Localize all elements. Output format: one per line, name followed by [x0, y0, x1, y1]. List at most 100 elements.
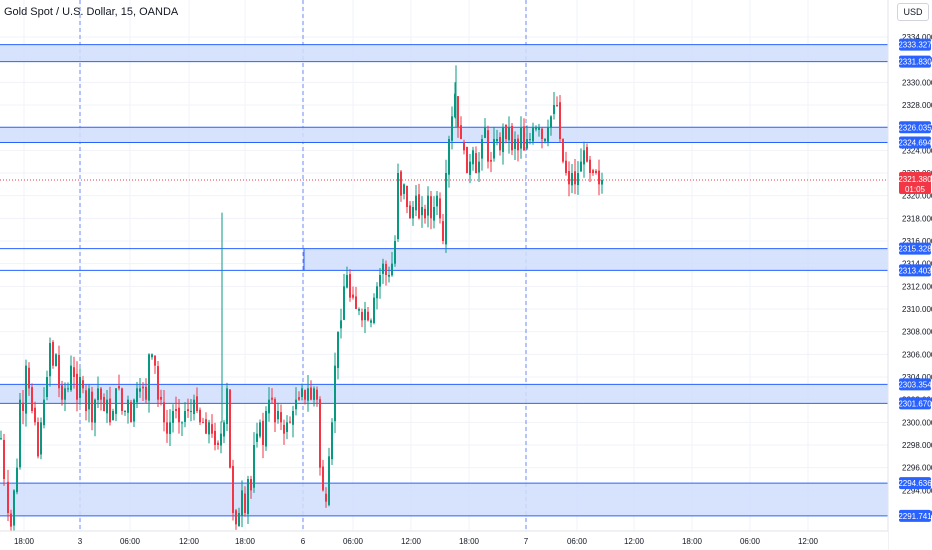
candle-body [466, 146, 468, 173]
candle-body [406, 185, 408, 207]
candle-body [214, 430, 216, 445]
candle-body [130, 402, 132, 423]
candle-body [379, 275, 381, 287]
candle-body [484, 127, 486, 138]
candle-body [247, 479, 249, 515]
candle-body [148, 354, 150, 401]
zone-rect[interactable] [0, 44, 888, 62]
candle-body [223, 422, 225, 437]
candle-body [595, 170, 597, 173]
candle-body [262, 420, 264, 445]
zone-rect[interactable] [0, 127, 888, 143]
zone-rect[interactable] [0, 483, 888, 516]
price-tick-label: 2298.000 [902, 441, 932, 450]
currency-button[interactable]: USD [897, 3, 929, 21]
candle-body [592, 170, 594, 173]
candle-body [25, 365, 27, 414]
candle-body [157, 366, 159, 400]
time-tick-label: 18:00 [459, 537, 480, 546]
candle-body [505, 124, 507, 139]
candle-body [361, 312, 363, 321]
candle-body [334, 365, 336, 422]
candle-body [445, 173, 447, 245]
candle-body [232, 466, 234, 513]
candle-body [481, 139, 483, 159]
candle-body [127, 399, 129, 413]
candle-body [538, 127, 540, 130]
candle-body [403, 184, 405, 194]
candle-body [22, 402, 24, 411]
zone-price-badge [899, 397, 931, 410]
candle-body [220, 433, 222, 446]
candle-body [352, 294, 354, 298]
candle-body [115, 388, 117, 414]
candle-body [31, 387, 33, 411]
candle-body [337, 331, 339, 368]
zone-price-badge [899, 136, 931, 149]
candle-body [457, 96, 459, 128]
candle-body [160, 396, 162, 400]
price-tick-label: 2316.000 [902, 237, 932, 246]
time-tick-label: 12:00 [798, 537, 819, 546]
zone-rect[interactable] [304, 248, 888, 271]
candle-body [421, 207, 423, 216]
candle-body [85, 390, 87, 411]
time-tick-label: 12:00 [624, 537, 645, 546]
candle-body [229, 389, 231, 468]
candle-body [271, 397, 273, 400]
zone-price-label: 2331.830 [898, 58, 932, 67]
candle-body [268, 399, 270, 414]
candle-body [586, 147, 588, 162]
candle-body [589, 159, 591, 173]
candle-body [574, 171, 576, 185]
candle-body [226, 388, 228, 425]
candle-body [16, 467, 18, 493]
candle-body [133, 399, 135, 422]
candle-body [349, 274, 351, 298]
candle-body [67, 388, 69, 390]
candle-body [187, 409, 189, 411]
candle-body [307, 388, 309, 401]
candle-body [475, 153, 477, 173]
candle-body [343, 286, 345, 320]
zone-price-label: 2301.670 [898, 399, 932, 408]
candle-body [532, 127, 534, 142]
bar-countdown-label: 01:05 [905, 185, 926, 194]
candle-body [451, 116, 453, 141]
candle-body [454, 93, 456, 118]
candle-body [211, 424, 213, 434]
candle-body [535, 127, 537, 130]
candle-body [142, 386, 144, 389]
candle-body [325, 493, 327, 502]
candle-body [88, 388, 90, 410]
candle-body [103, 396, 105, 411]
candle-body [490, 159, 492, 162]
time-axis[interactable]: 18:00 3 06:00 12:00 18:00 6 06:00 12:00 18:00 7 06… [14, 537, 819, 546]
candle-body [94, 399, 96, 423]
candle-body [568, 171, 570, 185]
price-tick-label: 2320.000 [902, 192, 932, 201]
candle-body [283, 424, 285, 434]
candle-body [139, 388, 141, 392]
candle-body [145, 386, 147, 400]
zone-price-label: 2291.741 [898, 512, 932, 521]
candle-body [70, 365, 72, 391]
symbol-title[interactable]: Gold Spot / U.S. Dollar, 15, OANDA [4, 6, 179, 18]
candle-body [400, 171, 402, 196]
price-tick-label: 2310.000 [902, 305, 932, 314]
time-tick-label: 18:00 [14, 537, 35, 546]
current-price-label: 2321.380 [898, 175, 932, 184]
candle-body [175, 409, 177, 411]
candle-body [394, 241, 396, 264]
day-separators [79, 0, 527, 531]
candle-body [559, 102, 561, 139]
candle-body [448, 139, 450, 175]
candle-body [523, 126, 525, 151]
candle-body [217, 442, 219, 445]
candle-body [163, 402, 165, 423]
price-tick-label: 2328.000 [902, 101, 932, 110]
price-tick-label: 2296.000 [902, 464, 932, 473]
candle-body [76, 373, 78, 400]
candle-body [460, 125, 462, 139]
